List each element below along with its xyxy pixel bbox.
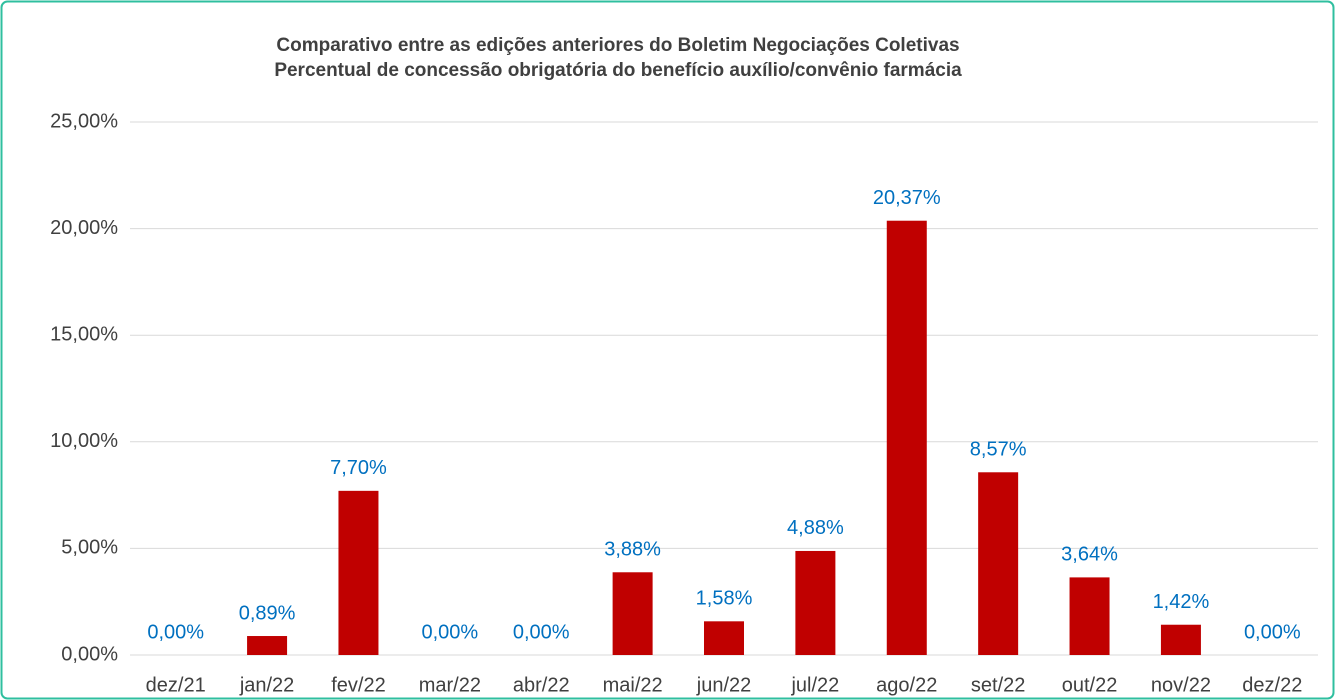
bar (612, 572, 653, 655)
bar (1069, 577, 1110, 655)
x-tick-label: jul/22 (790, 674, 839, 696)
y-tick-label: 25,00% (50, 110, 118, 132)
data-label: 4,88% (787, 517, 844, 539)
data-label: 0,00% (421, 621, 478, 643)
x-tick-label: fev/22 (331, 674, 385, 696)
bar (704, 621, 744, 655)
bar (247, 636, 288, 655)
data-label: 0,89% (239, 602, 296, 624)
x-tick-label: abr/22 (513, 674, 570, 696)
data-label: 8,57% (970, 439, 1027, 461)
x-tick-label: out/22 (1062, 674, 1118, 696)
x-tick-label: mar/22 (419, 674, 481, 696)
y-tick-label: 20,00% (50, 217, 118, 239)
data-label: 0,00% (1244, 621, 1301, 643)
data-label: 3,64% (1061, 544, 1118, 566)
bar (795, 550, 836, 655)
chart-title: Comparativo entre as edições anteriores … (276, 35, 959, 56)
data-label: 3,88% (604, 539, 661, 561)
data-label: 7,70% (330, 457, 387, 479)
bar (1160, 624, 1201, 655)
x-tick-label: jan/22 (239, 674, 295, 696)
x-tick-label: dez/21 (146, 674, 206, 696)
data-label: 0,00% (147, 621, 204, 643)
x-tick-label: ago/22 (876, 674, 937, 696)
x-tick-label: nov/22 (1151, 674, 1211, 696)
x-tick-label: set/22 (971, 674, 1025, 696)
bar (978, 472, 1019, 655)
y-tick-label: 15,00% (50, 323, 118, 345)
data-label: 20,37% (873, 187, 941, 209)
x-tick-label: dez/22 (1242, 674, 1302, 696)
data-label: 1,58% (696, 588, 753, 610)
chart-subtitle: Percentual de concessão obrigatória do b… (274, 60, 962, 81)
y-tick-label: 10,00% (50, 430, 118, 452)
x-tick-label: jun/22 (696, 674, 752, 696)
data-label: 0,00% (513, 621, 570, 643)
bar (886, 220, 927, 655)
data-label: 1,42% (1153, 591, 1210, 613)
bar (338, 490, 379, 655)
y-tick-label: 5,00% (61, 537, 118, 559)
y-tick-label: 0,00% (61, 643, 118, 665)
x-tick-label: mai/22 (603, 674, 663, 696)
